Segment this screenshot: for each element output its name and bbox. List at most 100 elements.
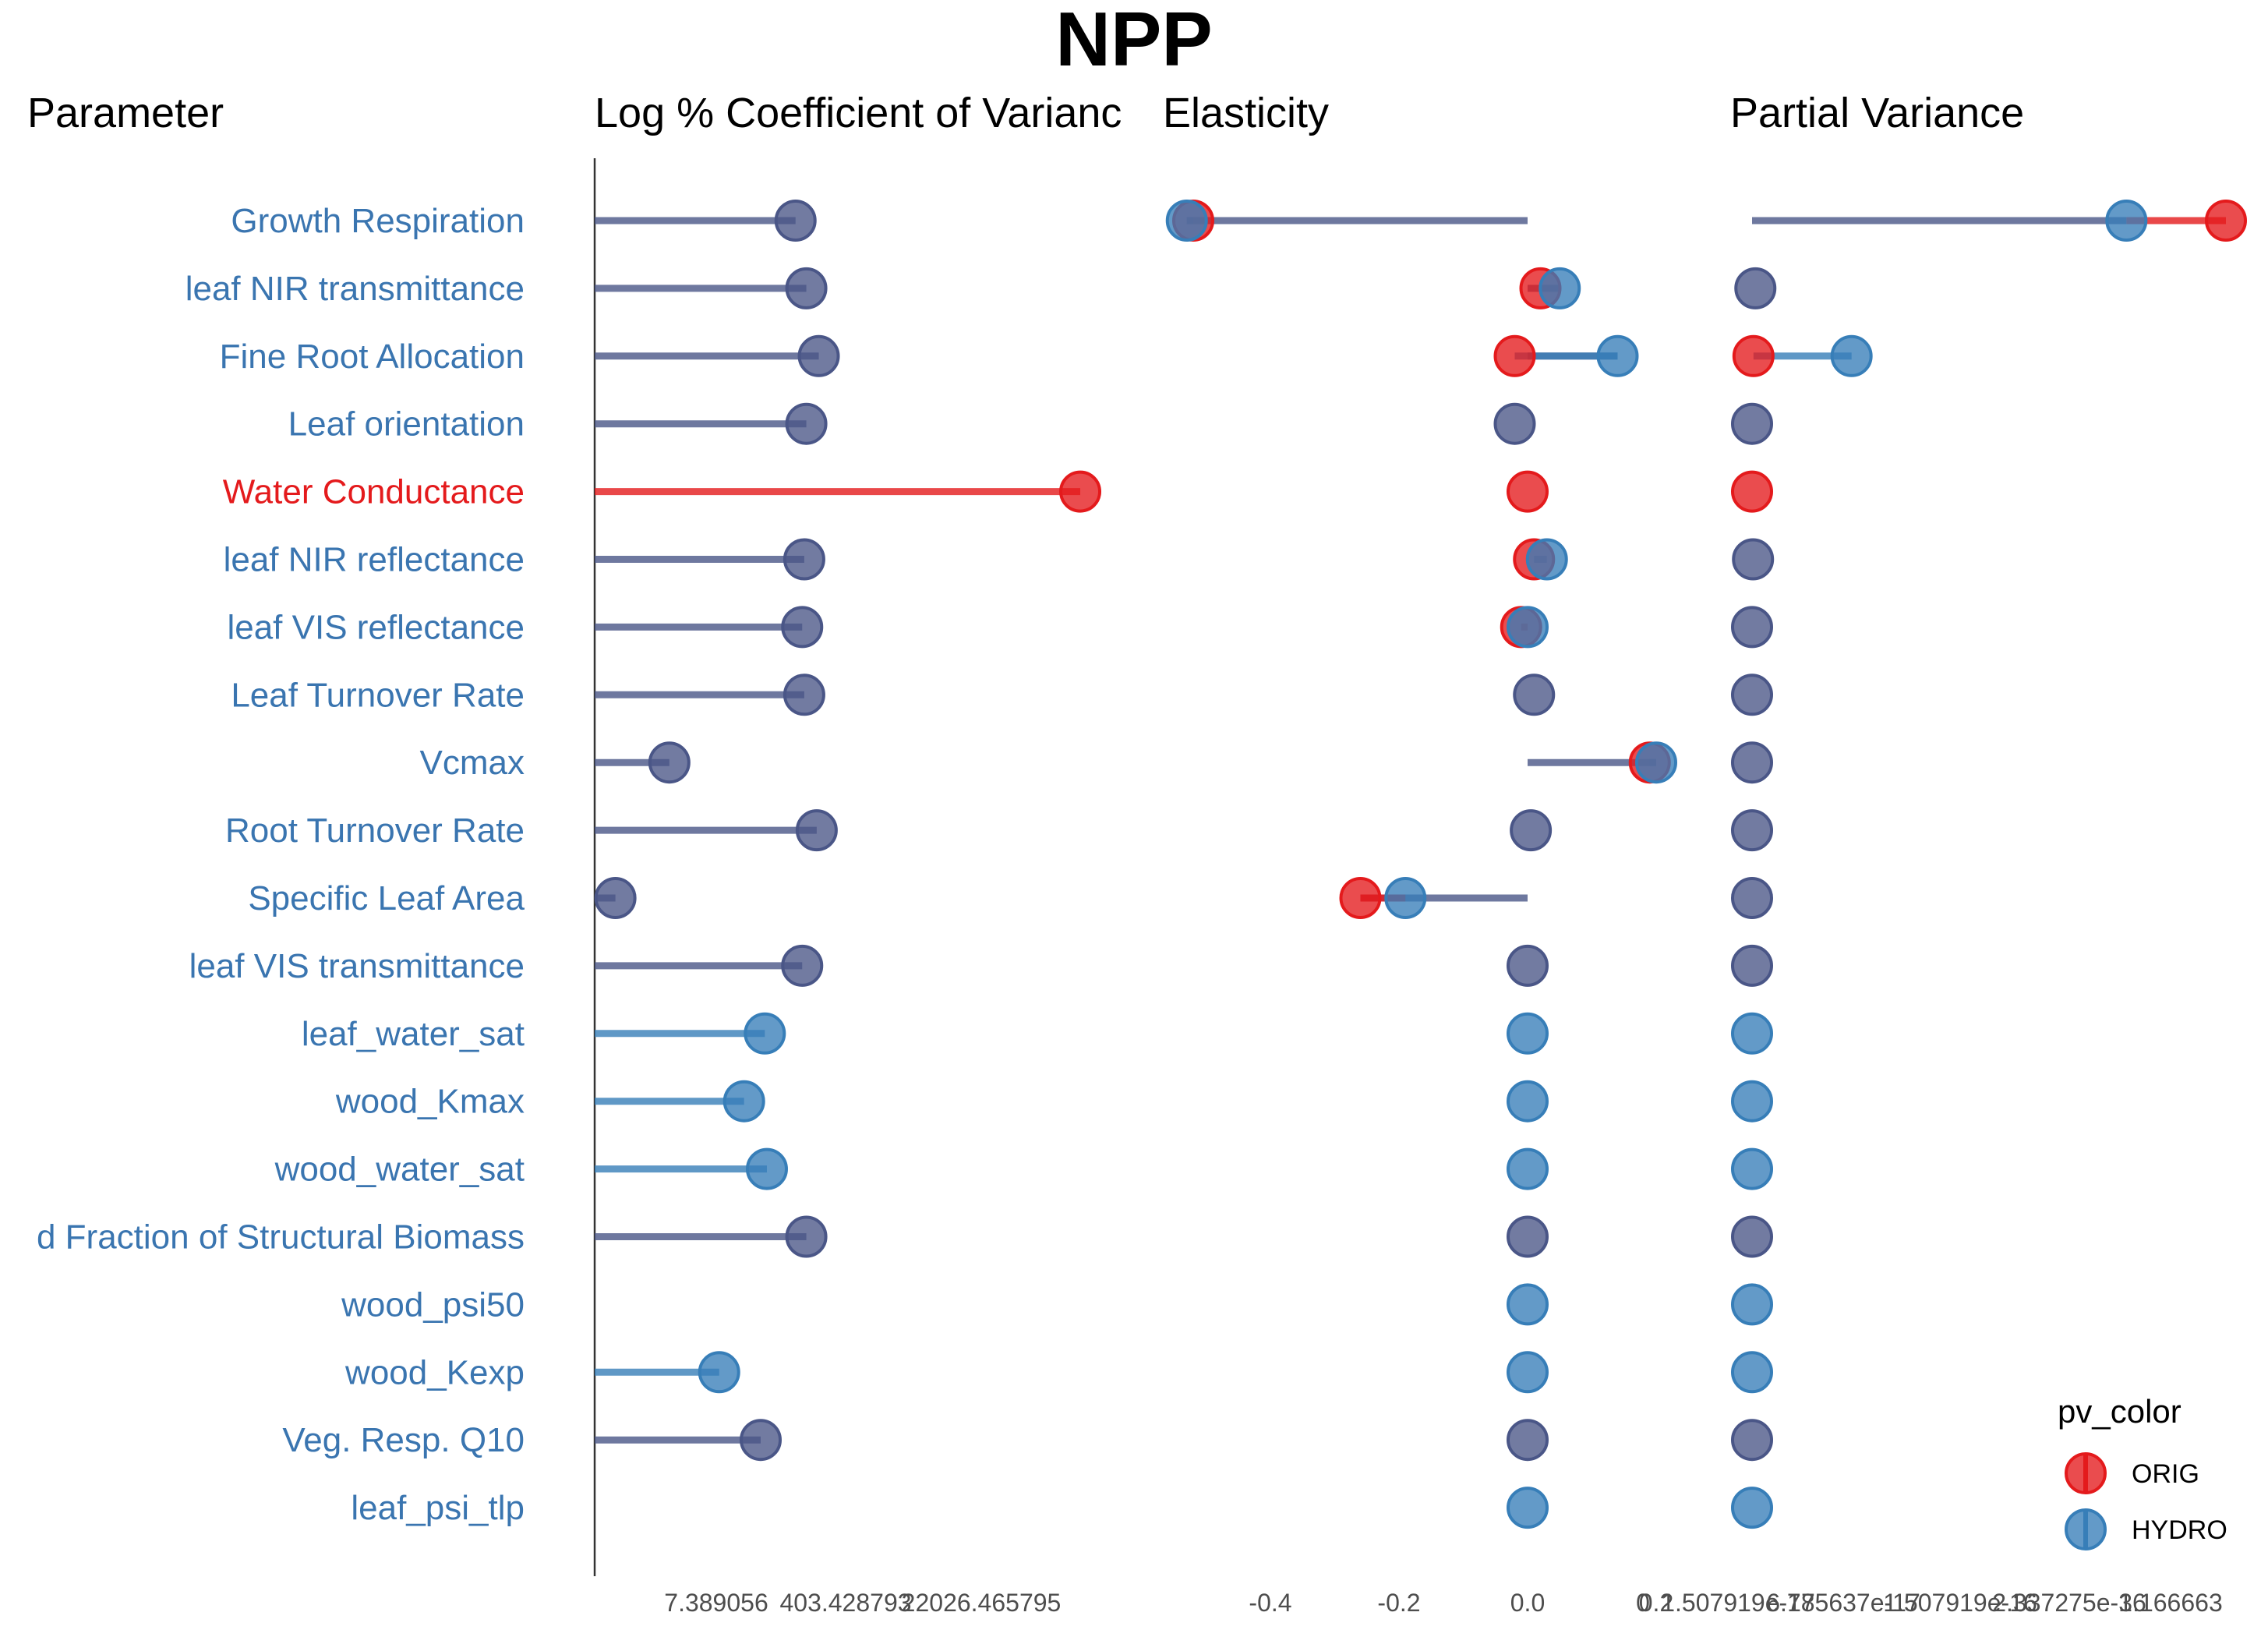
cv-point-leaf-nir-reflectance bbox=[782, 538, 825, 581]
cv-point-root-turnover-rate bbox=[795, 809, 838, 852]
param-label-growth-respiration: Growth Respiration bbox=[231, 202, 525, 240]
param-label-leaf-nir-reflectance: leaf NIR reflectance bbox=[224, 541, 525, 579]
el-point-hydro-vcmax bbox=[1635, 741, 1677, 784]
cv-point-leaf-vis-reflectance bbox=[781, 606, 824, 649]
elasticity-column-title: Elasticity bbox=[1163, 90, 1329, 136]
param-label-wood-kexp: wood_Kexp bbox=[344, 1353, 525, 1391]
pv-tick-3: 1.507919e-16 bbox=[1883, 1589, 2037, 1617]
param-label-wood-psi50: wood_psi50 bbox=[341, 1285, 525, 1324]
el-point-leaf-orientation bbox=[1493, 402, 1536, 445]
parameter-column-title: Parameter bbox=[27, 90, 224, 136]
cv-point-leaf-turnover-rate bbox=[782, 674, 825, 716]
el-point-hydro-leaf-nir-transmittance bbox=[1538, 267, 1581, 309]
param-label-wood-water-sat: wood_water_sat bbox=[274, 1151, 525, 1189]
param-label-wood-kmax: wood_Kmax bbox=[335, 1083, 525, 1121]
pv-point-wood-psi50 bbox=[1731, 1283, 1773, 1326]
elasticity-panel bbox=[1165, 200, 1677, 1529]
param-label-leaf-psi-tlp: leaf_psi_tlp bbox=[351, 1489, 525, 1527]
el-point-hydro-fine-root-allocation bbox=[1596, 334, 1639, 377]
pv-point-orig-fine-root-allocation bbox=[1732, 334, 1775, 377]
el-point-leaf-water-sat bbox=[1507, 1012, 1549, 1055]
pv-point-leaf-vis-reflectance bbox=[1731, 606, 1773, 649]
param-label-fine-root-allocation: Fine Root Allocation bbox=[220, 338, 525, 376]
el-point-leaf-vis-transmittance bbox=[1507, 944, 1549, 987]
el-point-wood-kexp bbox=[1507, 1351, 1549, 1394]
cv-column-title: Log % Coefficient of Varianc bbox=[595, 90, 1122, 136]
parameter-labels: Growth Respiration leaf NIR transmittance… bbox=[37, 202, 525, 1527]
pv-point-leaf-orientation bbox=[1731, 402, 1773, 445]
param-label-leaf-nir-transmittance: leaf NIR transmittance bbox=[185, 270, 525, 308]
el-point-orig-fine-root-allocation bbox=[1493, 334, 1536, 377]
partial-variance-panel bbox=[1731, 200, 2247, 1529]
pv-point-orig-growth-respiration bbox=[2205, 200, 2247, 242]
el-point-hydro-specific-leaf-area bbox=[1384, 877, 1427, 919]
el-point-veg-resp-q10 bbox=[1507, 1419, 1549, 1462]
el-tick-2: 0.0 bbox=[1510, 1589, 1545, 1617]
pv-point-water-conductance bbox=[1731, 470, 1773, 513]
cv-point-d-fraction-of-structural-biomass bbox=[785, 1215, 828, 1258]
cv-point-vcmax bbox=[648, 741, 691, 784]
cv-point-wood-water-sat bbox=[745, 1147, 788, 1190]
el-tick-3: 0.2 bbox=[1639, 1589, 1673, 1617]
pv-point-root-turnover-rate bbox=[1731, 809, 1773, 852]
pv-point-veg-resp-q10 bbox=[1731, 1419, 1773, 1462]
cv-point-leaf-orientation bbox=[785, 402, 828, 445]
el-tick-0: -0.4 bbox=[1249, 1589, 1291, 1617]
pv-point-leaf-turnover-rate bbox=[1731, 674, 1773, 716]
pv-point-wood-kmax bbox=[1731, 1080, 1773, 1123]
pv-point-hydro-fine-root-allocation bbox=[1830, 334, 1873, 377]
figure-title: NPP bbox=[1055, 0, 1213, 82]
el-point-hydro-leaf-nir-reflectance bbox=[1525, 538, 1568, 581]
param-label-d-fraction-of-structural-biomass: d Fraction of Structural Biomass bbox=[37, 1218, 525, 1257]
pv-tick-2: 6.785637e-17 bbox=[1766, 1589, 1920, 1617]
param-label-leaf-water-sat: leaf_water_sat bbox=[302, 1015, 525, 1053]
cv-point-veg-resp-q10 bbox=[740, 1419, 782, 1462]
param-label-veg-resp-q10: Veg. Resp. Q10 bbox=[282, 1421, 525, 1459]
cv-point-growth-respiration bbox=[774, 200, 817, 242]
pv-point-leaf-water-sat bbox=[1731, 1012, 1773, 1055]
cv-point-leaf-vis-transmittance bbox=[781, 944, 824, 987]
el-point-orig-specific-leaf-area bbox=[1339, 877, 1382, 919]
cv-tick-0: 7.389056 bbox=[664, 1589, 768, 1617]
el-point-d-fraction-of-structural-biomass bbox=[1507, 1215, 1549, 1258]
el-point-hydro-growth-respiration bbox=[1165, 200, 1208, 242]
legend: pv_color ORIG HYDRO bbox=[2058, 1393, 2227, 1550]
param-label-root-turnover-rate: Root Turnover Rate bbox=[225, 811, 525, 850]
legend-orig-label: ORIG bbox=[2132, 1459, 2199, 1489]
pv-point-vcmax bbox=[1731, 741, 1773, 784]
pv-point-specific-leaf-area bbox=[1731, 877, 1773, 919]
cv-point-leaf-nir-transmittance bbox=[785, 267, 828, 309]
pv-point-wood-kexp bbox=[1731, 1351, 1773, 1394]
param-label-leaf-vis-reflectance: leaf VIS reflectance bbox=[227, 608, 525, 646]
el-point-wood-psi50 bbox=[1507, 1283, 1549, 1326]
param-label-leaf-orientation: Leaf orientation bbox=[288, 405, 525, 444]
pv-tick-0: 0 bbox=[1636, 1589, 1650, 1617]
el-tick-1: -0.2 bbox=[1377, 1589, 1420, 1617]
legend-title: pv_color bbox=[2058, 1393, 2181, 1430]
cv-panel bbox=[594, 200, 1102, 1462]
pv-tick-4: 2.337275e-16 bbox=[1992, 1589, 2146, 1617]
pv-point-leaf-nir-transmittance bbox=[1734, 267, 1777, 309]
param-label-vcmax: Vcmax bbox=[420, 744, 525, 782]
pv-point-leaf-psi-tlp bbox=[1731, 1487, 1773, 1529]
el-point-root-turnover-rate bbox=[1510, 809, 1553, 852]
param-label-specific-leaf-area: Specific Leaf Area bbox=[248, 879, 525, 917]
partial-variance-column-title: Partial Variance bbox=[1730, 90, 2024, 136]
cv-point-water-conductance bbox=[1059, 470, 1102, 513]
cv-point-wood-kmax bbox=[722, 1080, 765, 1123]
param-label-leaf-turnover-rate: Leaf Turnover Rate bbox=[231, 676, 525, 714]
pv-point-wood-water-sat bbox=[1731, 1147, 1773, 1190]
legend-entry-orig: ORIG bbox=[2065, 1452, 2199, 1494]
pv-point-hydro-growth-respiration bbox=[2105, 200, 2148, 242]
cv-point-fine-root-allocation bbox=[797, 334, 840, 377]
pv-tick-5: 3.166663 bbox=[2118, 1589, 2222, 1617]
param-label-water-conductance: Water Conductance bbox=[223, 473, 525, 511]
legend-hydro-label: HYDRO bbox=[2132, 1515, 2227, 1545]
pv-point-leaf-nir-reflectance bbox=[1732, 538, 1775, 581]
pv-point-d-fraction-of-structural-biomass bbox=[1731, 1215, 1773, 1258]
el-point-leaf-turnover-rate bbox=[1513, 674, 1556, 716]
pv-tick-1: 1.507919e-17 bbox=[1661, 1589, 1815, 1617]
pv-point-leaf-vis-transmittance bbox=[1731, 944, 1773, 987]
el-point-wood-water-sat bbox=[1507, 1147, 1549, 1190]
